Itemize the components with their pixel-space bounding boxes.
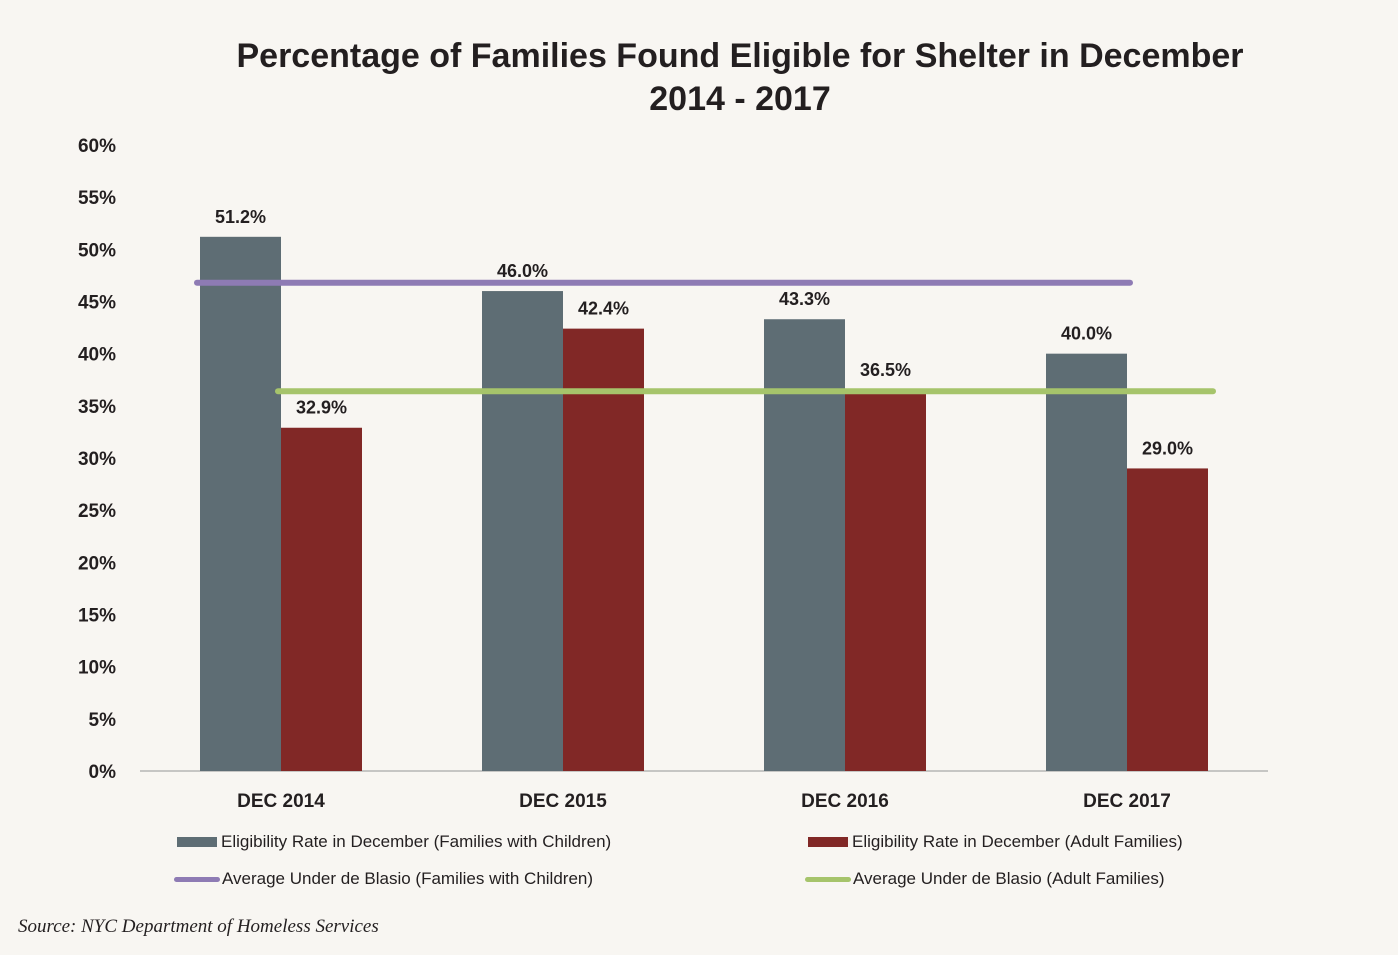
y-tick-label: 40% [78, 345, 116, 366]
x-tick-label: DEC 2014 [237, 791, 325, 812]
x-tick-label: DEC 2015 [519, 791, 607, 812]
bar-families-with-children [200, 236, 281, 771]
legend-line [174, 876, 220, 882]
bar-families-with-children [1046, 353, 1127, 771]
legend-item-adult-average: Average Under de Blasio (Adult Families) [805, 869, 1165, 889]
y-tick-label: 25% [78, 501, 116, 522]
source-note: Source: NYC Department of Homeless Servi… [18, 916, 379, 937]
data-label: 42.4% [578, 299, 629, 319]
title-line: Percentage of Families Found Eligible fo… [236, 37, 1244, 75]
y-tick-label: 30% [78, 449, 116, 470]
bar-families-with-children [764, 319, 845, 771]
legend-swatch [808, 837, 848, 847]
y-tick-label: 15% [78, 606, 116, 627]
legend-line [805, 876, 851, 882]
y-tick-label: 10% [78, 658, 116, 679]
y-tick-label: 35% [78, 397, 116, 418]
y-tick-label: 50% [78, 240, 116, 261]
x-tick-label: DEC 2016 [801, 791, 889, 812]
y-tick-label: 55% [78, 188, 116, 209]
legend-item-children-rate: Eligibility Rate in December (Families w… [177, 832, 611, 852]
data-label: 51.2% [215, 207, 266, 227]
subtitle-line: 2014 - 2017 [649, 80, 831, 118]
legend-label: Eligibility Rate in December (Families w… [221, 832, 612, 851]
legend-label: Average Under de Blasio (Adult Families) [853, 869, 1165, 888]
legend-item-children-average: Average Under de Blasio (Families with C… [174, 869, 593, 889]
bar-adult-families [1127, 468, 1208, 771]
bar-adult-families [845, 390, 926, 771]
data-label: 43.3% [779, 289, 830, 309]
y-tick-label: 5% [89, 710, 117, 731]
x-tick-label: DEC 2017 [1083, 791, 1171, 812]
data-label: 40.0% [1061, 324, 1112, 344]
bar-families-with-children [482, 291, 563, 771]
y-tick-label: 45% [78, 293, 116, 314]
bar-adult-families [563, 328, 644, 771]
data-label: 46.0% [497, 261, 548, 281]
y-tick-label: 20% [78, 553, 116, 574]
legend-item-adult-rate: Eligibility Rate in December (Adult Fami… [808, 832, 1183, 852]
chart-title: Percentage of Families Found Eligible fo… [140, 35, 1340, 121]
legend-label: Eligibility Rate in December (Adult Fami… [852, 832, 1183, 851]
data-label: 32.9% [296, 398, 347, 418]
y-tick-label: 60% [78, 136, 116, 157]
data-label: 29.0% [1142, 438, 1193, 458]
legend-label: Average Under de Blasio (Families with C… [222, 869, 594, 888]
legend-swatch [177, 837, 217, 847]
y-tick-label: 0% [89, 762, 117, 783]
data-label: 36.5% [860, 360, 911, 380]
bar-adult-families [281, 427, 362, 771]
